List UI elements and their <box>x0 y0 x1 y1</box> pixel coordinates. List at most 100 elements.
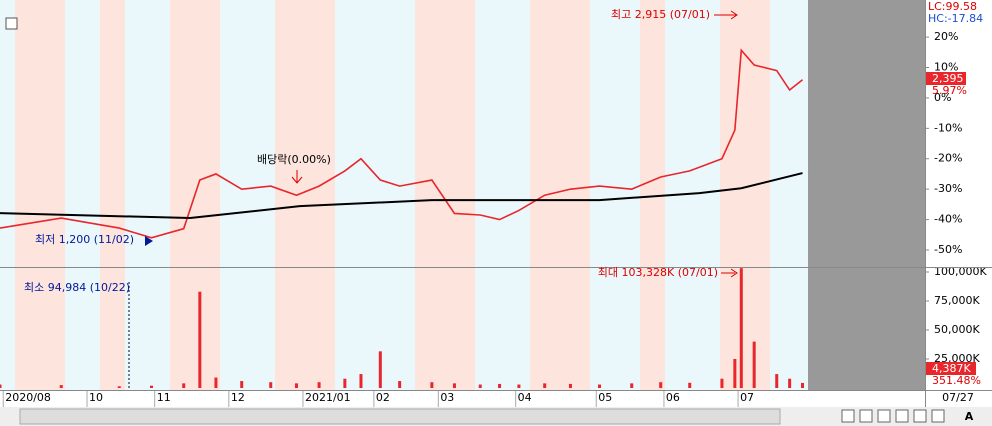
volume-bar <box>240 381 244 388</box>
period-band <box>275 0 335 390</box>
legend-hc: HC:-17.84 <box>928 12 983 25</box>
x-tick-label: 2021/01 <box>305 391 351 404</box>
y-tick-label: -30% <box>934 182 962 195</box>
volume-bar <box>398 381 402 388</box>
period-band <box>335 0 415 390</box>
x-tick-label: 05 <box>598 391 612 404</box>
volume-bar <box>478 384 482 388</box>
period-band <box>0 0 15 390</box>
period-band <box>220 0 275 390</box>
period-band <box>590 0 640 390</box>
period-bands <box>0 0 808 390</box>
last-volume-label: 4,387K <box>932 362 971 375</box>
volume-bar <box>720 378 724 388</box>
tool-button[interactable] <box>841 409 855 423</box>
volume-bar <box>568 383 572 388</box>
x-tick-label: 03 <box>440 391 454 404</box>
y-tick-label: 20% <box>934 30 958 43</box>
tool-button[interactable] <box>859 409 873 423</box>
volume-bar <box>688 382 692 388</box>
volume-bar <box>498 383 502 388</box>
volume-bar <box>198 291 202 388</box>
y-tick-label: -20% <box>934 152 962 165</box>
price-line <box>0 172 803 220</box>
period-band <box>65 0 100 390</box>
y-tick-label: 100,000K <box>934 265 987 278</box>
period-band <box>475 0 530 390</box>
last-volume-box <box>926 362 976 375</box>
volume-bar <box>801 382 805 388</box>
volume-bar <box>733 359 737 388</box>
tool-button[interactable] <box>931 409 945 423</box>
max-volume-annotation: 최대 103,328K (07/01) <box>598 266 718 279</box>
volume-bar <box>659 382 663 388</box>
toolbar: A <box>841 409 974 423</box>
last-change-label: 5.97% <box>932 84 967 97</box>
ex-dividend-annotation: 배당락(0.00%) <box>257 153 331 166</box>
y-tick-label: 10% <box>934 61 958 74</box>
high-arrow <box>714 10 738 20</box>
x-tick-label: 2020/08 <box>5 391 51 404</box>
max-volume-arrow <box>721 268 738 278</box>
high-annotation: 최고 2,915 (07/01) <box>611 8 710 21</box>
volume-bar <box>149 385 153 388</box>
current-date: 07/27 <box>942 391 974 404</box>
price-line <box>0 48 804 239</box>
volume-bar <box>59 385 63 388</box>
volume-bar <box>317 382 321 388</box>
grid-icon[interactable] <box>5 17 18 30</box>
volume-bar <box>543 383 547 388</box>
last-ratio-label: 351.48% <box>932 374 981 387</box>
period-band <box>15 0 65 390</box>
y-tick-label: -50% <box>934 243 962 256</box>
y-tick-label: 75,000K <box>934 294 980 307</box>
y-tick-label: -40% <box>934 213 962 226</box>
x-tick-label: 04 <box>518 391 532 404</box>
last-price-label: 2,395 <box>932 72 964 85</box>
period-band <box>720 0 770 390</box>
period-band <box>415 0 475 390</box>
volume-bar <box>597 384 601 388</box>
volume-bar <box>775 374 779 388</box>
last-price-box <box>926 72 966 85</box>
y-tick-label: 50,000K <box>934 323 980 336</box>
volume-bar <box>117 386 121 388</box>
volume-bar <box>452 383 456 388</box>
volume-bar <box>343 378 347 388</box>
volume-bar <box>214 377 218 388</box>
volume-bar <box>517 384 521 388</box>
future-area <box>808 0 925 390</box>
min-volume-annotation: 최소 94,984 (10/22) <box>24 281 130 294</box>
x-tick-label: 12 <box>231 391 245 404</box>
volume-bar <box>269 382 273 388</box>
y-tick-label: 25,000K <box>934 352 980 365</box>
volume-bar <box>182 383 186 388</box>
x-tick-label: 06 <box>666 391 680 404</box>
ex-dividend-arrow <box>291 170 303 184</box>
tool-button[interactable] <box>895 409 909 423</box>
volume-bar <box>630 383 634 388</box>
volume-bar <box>430 382 434 388</box>
low-annotation: 최저 1,200 (11/02) <box>35 233 134 246</box>
scroll-thumb[interactable] <box>19 408 781 425</box>
volume-bar <box>739 268 743 388</box>
low-arrow <box>145 236 153 246</box>
tool-button[interactable] <box>877 409 891 423</box>
period-band <box>100 0 125 390</box>
y-tick-label: 0% <box>934 91 951 104</box>
period-band <box>770 0 808 390</box>
volume-bar <box>378 351 382 388</box>
y-tick-label: -10% <box>934 121 962 134</box>
period-band <box>125 0 170 390</box>
x-tick-label: 07 <box>740 391 754 404</box>
volume-bar <box>0 384 2 388</box>
font-button[interactable]: A <box>965 410 974 423</box>
tool-button[interactable] <box>913 409 927 423</box>
volume-bar <box>359 374 363 388</box>
period-band <box>530 0 590 390</box>
x-tick-label: 02 <box>376 391 390 404</box>
volume-bar <box>788 378 792 388</box>
x-tick-label: 11 <box>157 391 171 404</box>
x-tick-label: 10 <box>89 391 103 404</box>
